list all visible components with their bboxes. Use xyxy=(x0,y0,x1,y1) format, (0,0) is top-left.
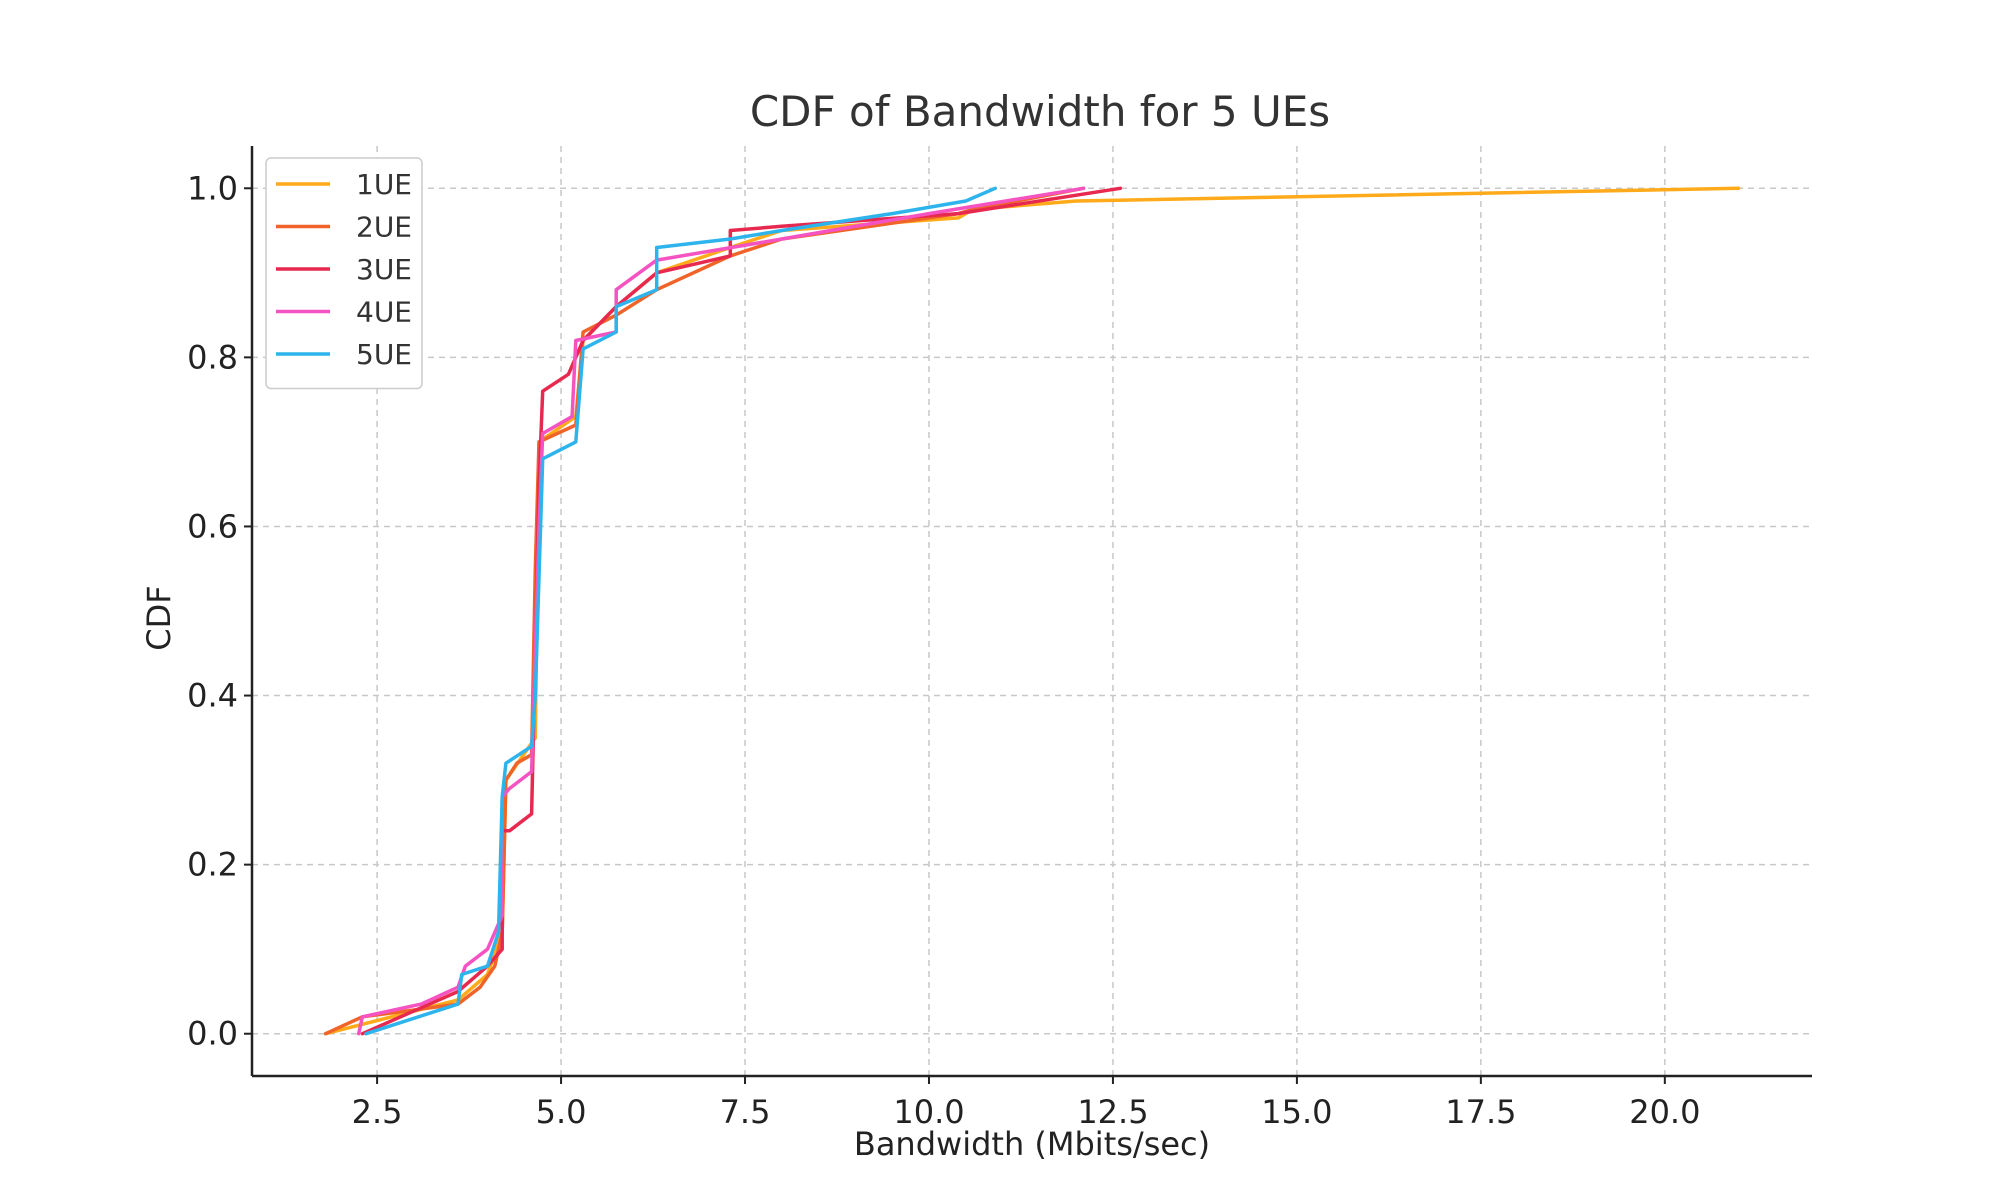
x-tick-label: 5.0 xyxy=(536,1093,587,1131)
x-tick-label: 20.0 xyxy=(1629,1093,1700,1131)
y-tick-label: 0.4 xyxy=(187,677,238,715)
legend-label: 1UE xyxy=(356,168,412,201)
x-tick-label: 15.0 xyxy=(1261,1093,1332,1131)
series-layer xyxy=(323,186,1741,1036)
legend-label: 4UE xyxy=(356,296,412,329)
legend-label: 2UE xyxy=(356,211,412,244)
x-tick-label: 10.0 xyxy=(893,1093,964,1131)
series-line-3 xyxy=(360,186,1123,1036)
y-tick-label: 0.0 xyxy=(187,1015,238,1053)
y-tick-label: 0.8 xyxy=(187,338,238,376)
legend-label: 5UE xyxy=(356,338,412,371)
legend: 1UE 2UE 3UE 4UE 5UE xyxy=(265,157,423,390)
x-tick-label: 2.5 xyxy=(352,1093,403,1131)
axes xyxy=(250,146,1812,1078)
x-tick-label: 12.5 xyxy=(1077,1093,1148,1131)
tick-labels: 2.5 5.0 7.5 10.0 12.5 15.0 17.5 20.0 0.0 0.2 0.4 0.… xyxy=(187,169,1700,1131)
chart-title: CDF of Bandwidth for 5 UEs xyxy=(750,87,1330,136)
y-tick-label: 0.6 xyxy=(187,507,238,545)
legend-box xyxy=(265,157,423,390)
grid xyxy=(252,146,1812,1076)
x-axis-label: Bandwidth (Mbits/sec) xyxy=(854,1125,1210,1163)
x-tick-label: 17.5 xyxy=(1445,1093,1516,1131)
series-line-5 xyxy=(364,186,997,1036)
x-tick-label: 7.5 xyxy=(720,1093,771,1131)
y-tick-label: 1.0 xyxy=(187,169,238,207)
y-tick-label: 0.2 xyxy=(187,846,238,884)
y-axis-label: CDF xyxy=(140,585,178,650)
legend-label: 3UE xyxy=(356,253,412,286)
